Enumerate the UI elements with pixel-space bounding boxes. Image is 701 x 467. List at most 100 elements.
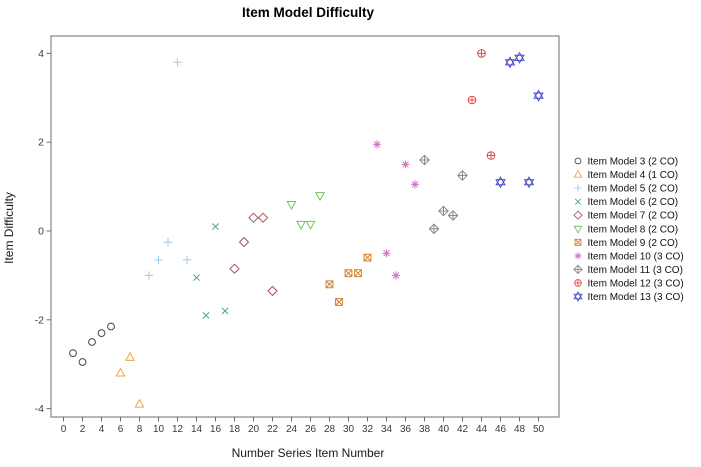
x-tick-label: 24 — [286, 424, 298, 435]
data-point — [221, 307, 229, 315]
data-point — [182, 255, 192, 265]
diamond-icon — [573, 210, 583, 220]
data-point — [411, 180, 419, 189]
data-point — [193, 274, 200, 282]
y-tick-label: 0 — [38, 226, 44, 238]
legend-label: Item Model 4 (1 CO) — [588, 170, 679, 181]
x-axis-label: Number Series Item Number — [232, 446, 385, 460]
legend: Item Model 3 (2 CO) Item Model 4 (1 CO) It… — [573, 157, 684, 303]
legend-item: Item Model 8 (2 CO) — [573, 224, 679, 235]
data-point — [229, 263, 240, 274]
series-item-model-12-3-co- — [467, 49, 496, 160]
x-tick-label: 10 — [153, 424, 165, 435]
data-point — [173, 58, 182, 67]
data-point — [382, 249, 391, 258]
star-of-david-icon — [573, 291, 583, 302]
legend-item: Item Model 5 (2 CO) — [574, 184, 678, 195]
legend-item: Item Model 7 (2 CO) — [573, 210, 679, 222]
data-point — [212, 223, 219, 231]
legend-label: Item Model 3 (2 CO) — [588, 157, 679, 168]
data-point — [363, 253, 372, 262]
circle-icon — [574, 157, 582, 165]
x-tick-label: 48 — [514, 424, 526, 435]
legend-label: Item Model 10 (3 CO) — [588, 251, 684, 262]
x-tick-label: 46 — [495, 424, 507, 435]
x-tick-label: 14 — [191, 424, 203, 435]
x-tick-label: 38 — [419, 424, 431, 435]
x-tick-label: 18 — [229, 424, 241, 435]
x-tick-label: 20 — [248, 424, 260, 435]
legend-item: Item Model 9 (2 CO) — [574, 238, 679, 249]
legend-label: Item Model 11 (3 CO) — [588, 265, 683, 276]
y-tick-label: 4 — [38, 48, 44, 60]
data-point — [97, 329, 106, 338]
legend-item: Item Model 3 (2 CO) — [574, 157, 679, 168]
plot-panel: 0 2 4 6 8 10 12 14 16 18 20 22 24 26 28 30 32 34 36 38 40 42 4… — [35, 35, 560, 435]
series-item-model-10-3-co- — [373, 140, 419, 280]
x-tick-label: 36 — [400, 424, 412, 435]
x-tick-label: 6 — [118, 424, 124, 435]
series-item-model-8-2-co- — [286, 192, 326, 230]
data-point — [523, 176, 535, 189]
series-item-model-5-2-co- — [144, 58, 192, 280]
data-point — [447, 210, 459, 221]
data-point — [428, 223, 440, 235]
series-item-model-4-1-co- — [115, 351, 145, 408]
data-point — [514, 51, 525, 64]
plus-icon — [574, 184, 582, 192]
legend-item: Item Model 10 (3 CO) — [574, 251, 684, 262]
data-point — [467, 95, 477, 105]
data-point — [267, 285, 278, 297]
x-tick-label: 44 — [476, 424, 488, 435]
data-point — [438, 205, 449, 217]
x-tick-label: 42 — [457, 424, 469, 435]
asterisk-icon — [574, 252, 582, 260]
data-point — [124, 351, 136, 361]
data-point — [504, 56, 516, 69]
data-point — [401, 160, 410, 169]
x-tick-label: 12 — [172, 424, 184, 435]
data-point — [373, 140, 381, 149]
series-item-model-11-3-co- — [419, 154, 468, 235]
diamond-plus-icon — [573, 264, 583, 275]
data-point — [78, 358, 87, 366]
y-tick-label: 2 — [38, 137, 44, 149]
y-axis-label: Item Difficulty — [2, 192, 16, 264]
legend-label: Item Model 6 (2 CO) — [588, 197, 679, 208]
data-point — [335, 298, 343, 306]
data-point — [134, 398, 145, 408]
data-point — [305, 220, 316, 230]
data-point — [495, 176, 506, 189]
legend-label: Item Model 8 (2 CO) — [588, 224, 679, 235]
series-item-model-13-3-co- — [495, 51, 544, 189]
data-point — [163, 237, 173, 247]
x-tick-label: 4 — [99, 424, 105, 435]
x-tick-label: 26 — [305, 424, 317, 435]
data-point — [392, 271, 400, 280]
legend-label: Item Model 12 (3 CO) — [588, 278, 684, 289]
data-point — [257, 212, 269, 223]
series-item-model-6-2-co- — [193, 223, 229, 319]
series-item-model-3-2-co- — [69, 322, 115, 366]
data-point — [154, 255, 163, 265]
data-point — [248, 212, 259, 223]
panel-border — [50, 35, 560, 418]
data-point — [144, 271, 154, 280]
y-tick-label: -2 — [35, 314, 44, 326]
data-point — [533, 89, 544, 102]
x-tick-label: 0 — [61, 424, 67, 435]
legend-item: Item Model 6 (2 CO) — [574, 197, 679, 208]
legend-label: Item Model 7 (2 CO) — [588, 211, 679, 222]
data-point — [238, 236, 250, 248]
legend-label: Item Model 9 (2 CO) — [588, 238, 679, 249]
legend-item: Item Model 13 (3 CO) — [573, 291, 684, 303]
data-point — [314, 192, 326, 202]
circle-plus-icon — [574, 279, 582, 287]
data-point — [107, 322, 115, 331]
x-tick-label: 16 — [210, 424, 222, 435]
legend-label: Item Model 5 (2 CO) — [588, 184, 679, 195]
legend-item: Item Model 4 (1 CO) — [573, 169, 679, 181]
square-x-icon — [574, 238, 582, 246]
y-tick-label: -4 — [35, 403, 44, 415]
